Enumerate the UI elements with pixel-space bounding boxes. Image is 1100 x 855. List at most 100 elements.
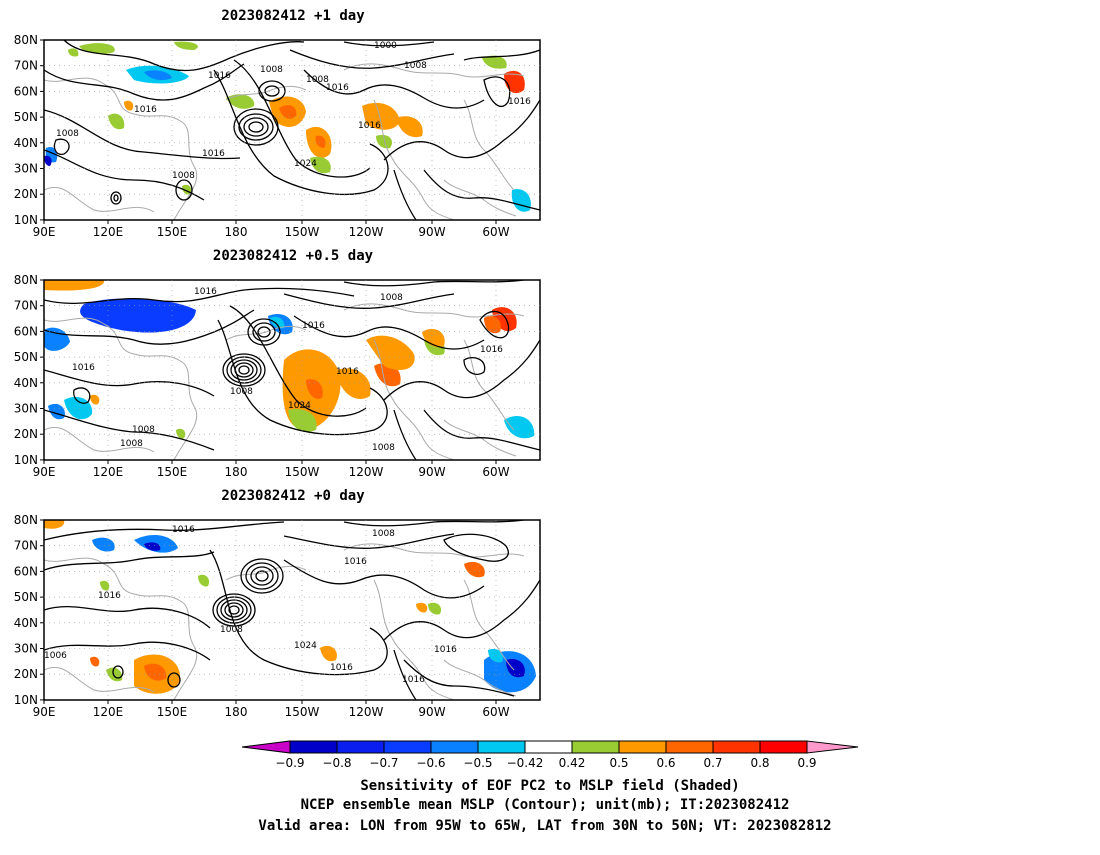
shade-patch: [504, 415, 535, 439]
contour-label: 1008: [56, 129, 79, 139]
contour-label: 1016: [330, 663, 353, 673]
shade-patch: [306, 379, 323, 399]
contour-labels: 1016 1008 1016 1016 1008 1024 1016 1016 …: [44, 525, 457, 685]
colorbar-swatch: [477, 740, 526, 754]
contour-label: 1016: [508, 97, 531, 107]
sensitivity-shading: [44, 520, 536, 694]
lon-tick-label: 120E: [93, 225, 124, 239]
lat-tick-label: 40N: [14, 376, 38, 390]
contour-label: 1024: [288, 401, 311, 411]
contour-label: 1016: [72, 363, 95, 373]
colorbar-swatch: [336, 740, 385, 754]
shade-patch: [511, 189, 531, 212]
colorbar-label: 0.5: [609, 756, 628, 770]
shade-patch: [64, 396, 93, 420]
contour-label: 1016: [172, 525, 195, 535]
colorbar-label: −0.5: [463, 756, 492, 770]
colorbar: −0.9 −0.8 −0.7 −0.6 −0.5 −0.42 0.42 0.5 0.6 0.7 0.…: [241, 740, 859, 770]
lat-tick-label: 30N: [14, 642, 38, 656]
contour-labels: 1000 1008 1008 1016 1008 1016 1016 1008 …: [56, 41, 531, 181]
colorbar-label: −0.9: [275, 756, 304, 770]
colorbar-swatch: [665, 740, 714, 754]
lat-tick-label: 30N: [14, 402, 38, 416]
contour-label: 1024: [294, 641, 317, 651]
contour-label: 1016: [98, 591, 121, 601]
shade-patch: [144, 542, 161, 551]
panel-title: 2023082412 +0 day: [221, 488, 365, 504]
lat-tick-label: 20N: [14, 427, 38, 441]
shade-patch: [100, 580, 110, 591]
shade-patch: [366, 335, 415, 370]
lon-tick-label: 150E: [157, 225, 188, 239]
lat-tick-label: 30N: [14, 162, 38, 176]
colorbar-swatch: [571, 740, 620, 754]
colorbar-arrow-right: [806, 740, 859, 754]
shade-patch: [44, 280, 105, 291]
colorbar-label: 0.8: [750, 756, 769, 770]
lat-tick-label: 60N: [14, 84, 38, 98]
panel-title: 2023082412 +0.5 day: [213, 248, 374, 264]
contour-label: 1008: [404, 61, 427, 71]
colorbar-label: −0.7: [369, 756, 398, 770]
contour-label: 1016: [336, 367, 359, 377]
contour-label: 1008: [372, 443, 395, 453]
sensitivity-shading: [44, 280, 535, 439]
shade-patch: [428, 602, 442, 615]
lat-tick-label: 60N: [14, 564, 38, 578]
map-panel-plus0.5day: 1016 1008 1016 1016 1008 1024 1016 1016 …: [43, 279, 541, 461]
contour-label: 1016: [402, 675, 425, 685]
shade-patch: [176, 428, 186, 439]
contour-label: 1016: [208, 71, 231, 81]
colorbar-swatch: [618, 740, 667, 754]
contour-label: 1016: [480, 345, 503, 355]
contour-label: 1008: [260, 65, 283, 75]
footer-line-3: Valid area: LON from 95W to 65W, LAT fro…: [258, 818, 831, 834]
lon-tick-label: 60W: [482, 705, 509, 719]
shade-patch: [124, 100, 134, 111]
shade-patch: [174, 41, 198, 50]
lat-tick-label: 10N: [14, 693, 38, 707]
lon-tick-label: 60W: [482, 465, 509, 479]
shade-patch: [396, 116, 423, 138]
colorbar-label: −0.42: [507, 756, 544, 770]
contour-label: 1008: [230, 387, 253, 397]
shade-patch: [279, 105, 297, 119]
shade-patch: [198, 574, 210, 587]
lon-tick-label: 150E: [157, 465, 188, 479]
map-panel-plus0day: 1016 1008 1016 1016 1008 1024 1016 1016 …: [43, 519, 541, 701]
shade-patch: [336, 368, 371, 399]
colorbar-swatch: [712, 740, 761, 754]
contour-label: 1024: [294, 159, 317, 169]
contour-label: 1008: [306, 75, 329, 85]
contour-label: 1008: [132, 425, 155, 435]
colorbar-label: 0.6: [656, 756, 675, 770]
colorbar-swatch: [289, 740, 338, 754]
shade-patch: [288, 408, 317, 432]
lat-tick-label: 50N: [14, 350, 38, 364]
lon-tick-label: 150W: [285, 225, 320, 239]
colorbar-label: 0.9: [797, 756, 816, 770]
colorbar-swatch: [430, 740, 479, 754]
lon-tick-label: 90W: [418, 465, 445, 479]
shade-patch: [376, 134, 393, 149]
colorbar-arrow-left: [241, 740, 291, 754]
shade-patch: [44, 327, 70, 351]
shade-patch: [90, 656, 100, 667]
lat-tick-label: 50N: [14, 110, 38, 124]
coastlines: [44, 303, 525, 460]
contour-label: 1008: [120, 439, 143, 449]
mslp-contours: [44, 280, 540, 460]
map-frame: [43, 279, 541, 461]
contour-label: 1008: [220, 625, 243, 635]
mslp-contours: [44, 520, 540, 700]
shade-patch: [320, 645, 337, 662]
shade-patch: [464, 561, 485, 578]
contour-label: 1008: [372, 529, 395, 539]
shade-patch: [416, 602, 428, 613]
shade-patch: [44, 155, 52, 166]
lon-tick-label: 90W: [418, 705, 445, 719]
lon-tick-label: 180: [225, 465, 248, 479]
shade-patch: [310, 156, 331, 174]
